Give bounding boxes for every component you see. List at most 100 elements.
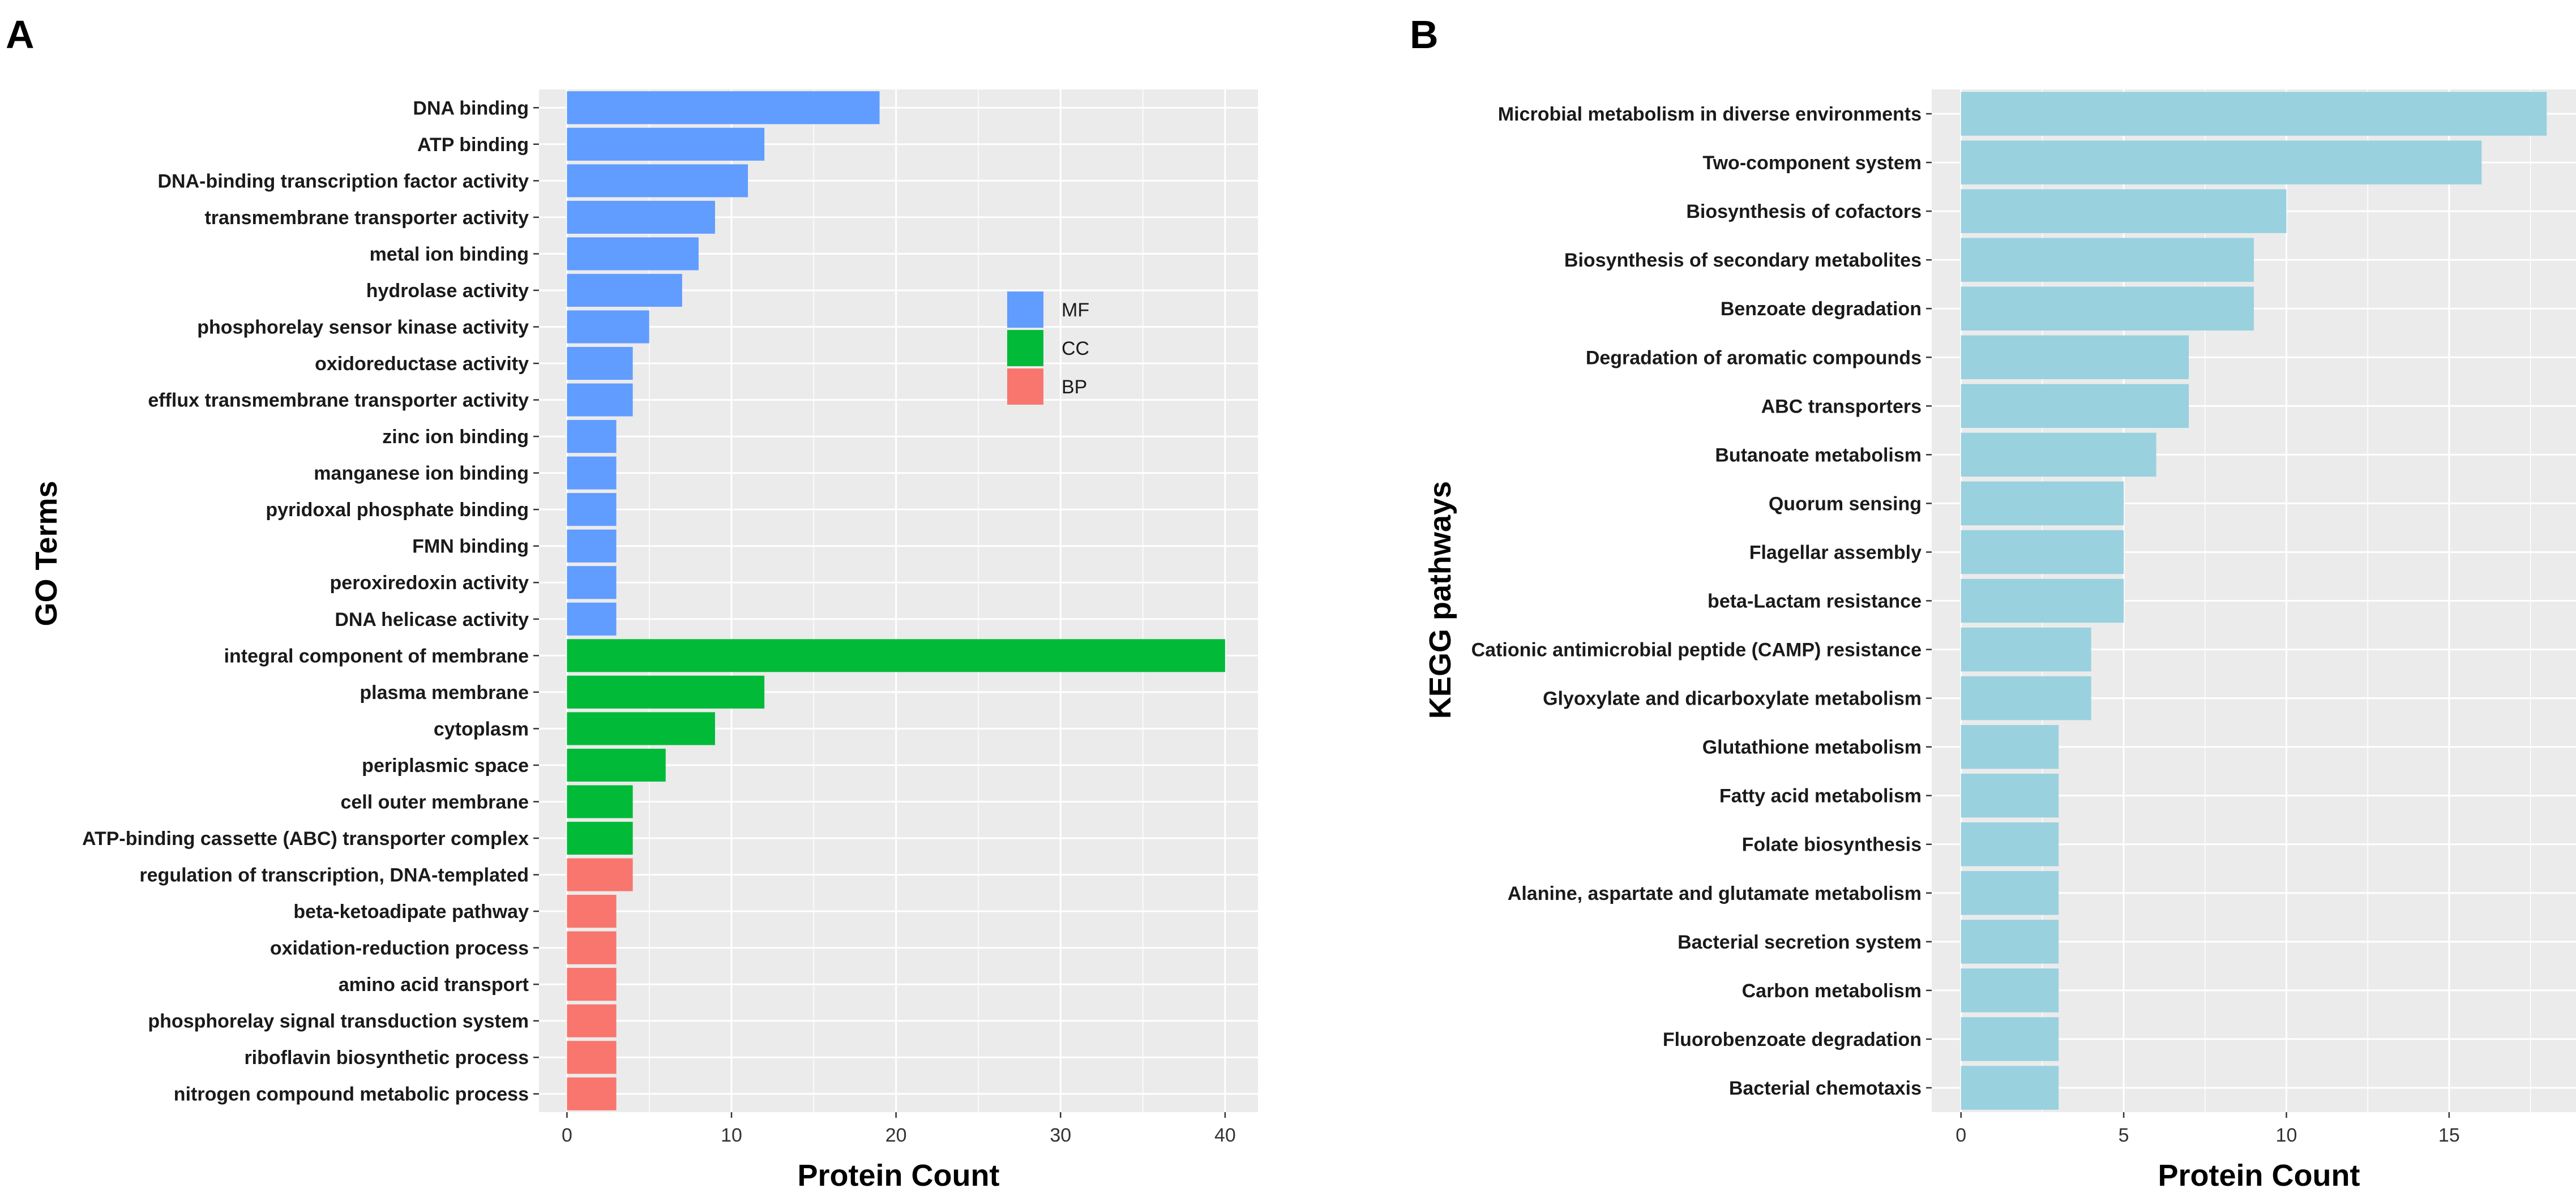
y-tick-label: efflux transmembrane transporter activit… (148, 390, 529, 411)
y-tick-label: transmembrane transporter activity (204, 207, 529, 229)
y-tick-label: DNA-binding transcription factor activit… (158, 170, 529, 192)
bar (567, 127, 765, 161)
panel-a-y-axis-title: GO Terms (29, 481, 63, 626)
bar (1961, 189, 2287, 233)
bar (567, 712, 715, 745)
bar (1961, 676, 2091, 720)
bar (1961, 920, 2059, 964)
y-tick-label: ATP binding (417, 134, 529, 156)
y-tick-label: Fatty acid metabolism (1719, 786, 1922, 807)
legend-key (1007, 368, 1043, 405)
bar (1961, 871, 2059, 915)
bar (567, 675, 765, 709)
y-tick-label: zinc ion binding (382, 426, 529, 448)
bar (567, 273, 682, 307)
panel-a-x-axis-title: Protein Count (798, 1159, 1000, 1188)
bar (1961, 578, 2124, 623)
y-tick-label: Butanoate metabolism (1715, 444, 1922, 466)
panel-b-letter: B (1410, 12, 1439, 57)
bar (567, 639, 1225, 672)
y-tick-label: cytoplasm (434, 718, 529, 740)
y-tick-label: Fluorobenzoate degradation (1663, 1029, 1922, 1050)
bar (567, 310, 649, 344)
legend-label: CC (1062, 338, 1089, 359)
y-tick-label: Biosynthesis of cofactors (1686, 201, 1922, 222)
y-tick-label: beta-Lactam resistance (1708, 591, 1922, 612)
y-tick-label: Benzoate degradation (1721, 298, 1922, 320)
y-tick-label: Flagellar assembly (1749, 542, 1922, 563)
panel-b-x-ticks: 0 5 10 15 (1955, 1112, 2460, 1146)
legend-label: BP (1062, 376, 1087, 398)
bar (567, 1077, 617, 1110)
y-tick-label: metal ion binding (370, 243, 529, 265)
bar (567, 456, 617, 490)
bar (1961, 627, 2091, 672)
x-tick-label: 40 (1214, 1125, 1236, 1146)
x-tick-label: 10 (721, 1125, 742, 1146)
legend-label: MF (1062, 299, 1089, 321)
panel-a-legend: MF CC BP (1007, 291, 1089, 405)
y-tick-label: phosphorelay sensor kinase activity (197, 316, 529, 338)
y-tick-label: oxidoreductase activity (315, 353, 529, 375)
bar (1961, 140, 2482, 185)
y-tick-label: oxidation-reduction process (270, 938, 529, 959)
y-tick-label: DNA helicase activity (335, 609, 529, 631)
bar (1961, 1017, 2059, 1061)
panel-a: A DNA binding ATP binding DNA-binding tran… (6, 12, 1258, 1188)
bar (567, 420, 617, 453)
y-tick-label: plasma membrane (360, 682, 529, 704)
bar (567, 493, 617, 526)
y-tick-label: regulation of transcription, DNA-templat… (139, 865, 529, 886)
bar (567, 968, 617, 1001)
bar (1961, 92, 2547, 136)
panel-a-x-ticks: 0 10 20 30 40 (562, 1112, 1236, 1146)
y-tick-label: Bacterial secretion system (1678, 932, 1922, 953)
bar (567, 931, 617, 964)
bar (1961, 481, 2124, 526)
y-tick-label: Microbial metabolism in diverse environm… (1498, 104, 1922, 125)
panel-a-letter: A (6, 12, 35, 57)
x-tick-label: 20 (885, 1125, 907, 1146)
y-tick-label: integral component of membrane (224, 645, 529, 667)
y-tick-label: periplasmic space (362, 755, 529, 777)
bar (1961, 384, 2189, 428)
x-tick-label: 30 (1050, 1125, 1071, 1146)
y-tick-label: peroxiredoxin activity (330, 572, 529, 594)
x-tick-label: 5 (2119, 1125, 2129, 1146)
x-tick-label: 0 (1955, 1125, 1966, 1146)
panel-b-x-axis-title: Protein Count (2158, 1159, 2360, 1188)
y-tick-label: manganese ion binding (314, 463, 529, 484)
bar (567, 748, 666, 782)
panel-b: B Microbial metabolism in diverse enviro… (1410, 12, 2576, 1188)
bar (567, 1004, 617, 1037)
y-tick-label: Quorum sensing (1769, 493, 1922, 514)
bar (567, 602, 617, 636)
bar (567, 383, 633, 417)
x-tick-label: 10 (2276, 1125, 2297, 1146)
bar (567, 821, 633, 855)
bar (567, 1041, 617, 1074)
bar (1961, 530, 2124, 574)
x-tick-label: 0 (562, 1125, 572, 1146)
y-tick-label: ABC transporters (1761, 396, 1922, 417)
bar (567, 566, 617, 599)
y-tick-label: Degradation of aromatic compounds (1586, 347, 1922, 368)
y-tick-label: amino acid transport (339, 974, 529, 996)
bar (1961, 432, 2156, 477)
bar (567, 237, 699, 271)
y-tick-label: Glutathione metabolism (1702, 737, 1922, 758)
bar (567, 529, 617, 563)
y-tick-label: Folate biosynthesis (1742, 834, 1922, 856)
legend-key (1007, 330, 1043, 366)
bar (1961, 968, 2059, 1013)
bar (1961, 286, 2254, 331)
y-tick-label: Alanine, aspartate and glutamate metabol… (1508, 883, 1922, 904)
bar (1961, 822, 2059, 867)
y-tick-label: riboflavin biosynthetic process (244, 1047, 529, 1069)
x-tick-label: 15 (2438, 1125, 2460, 1146)
y-tick-label: cell outer membrane (340, 791, 529, 813)
y-tick-label: FMN binding (412, 536, 529, 557)
bar (1961, 773, 2059, 818)
y-tick-label: Two-component system (1702, 152, 1922, 174)
bar (567, 200, 715, 234)
